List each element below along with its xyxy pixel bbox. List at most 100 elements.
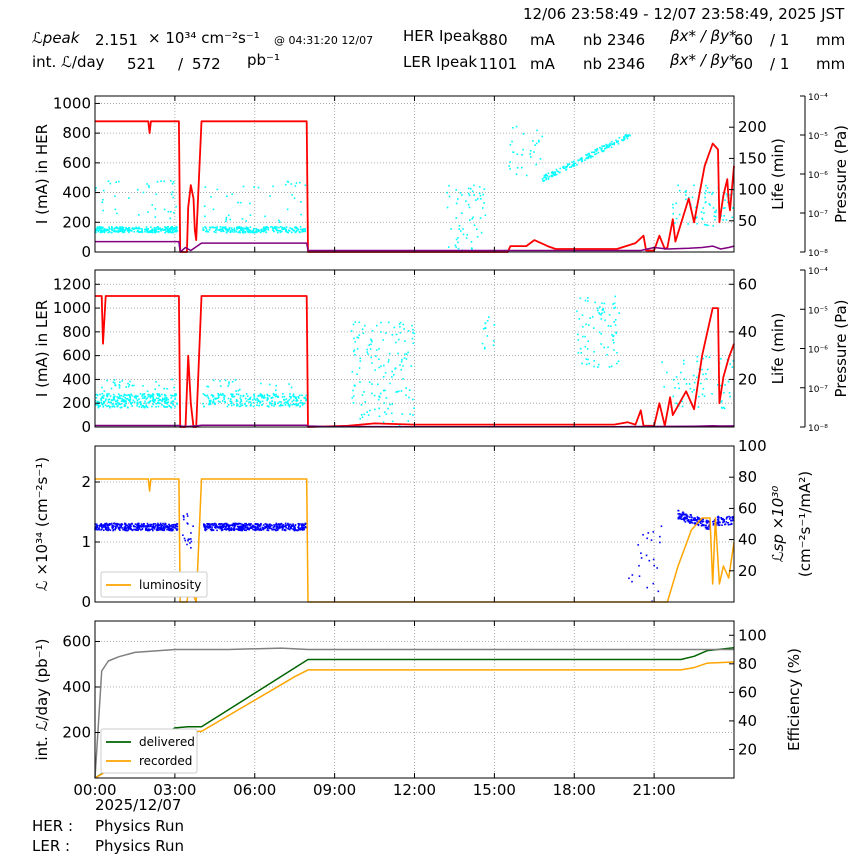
pressure-point: [551, 174, 553, 177]
pressure-point: [261, 228, 263, 231]
specific_lumi-point: [110, 522, 113, 525]
pressure-point: [248, 401, 250, 403]
specific_lumi-point: [236, 523, 238, 525]
pressure-point: [103, 394, 105, 397]
pressure-point: [129, 380, 131, 383]
pressure-point: [685, 190, 687, 192]
specific_lumi-point: [705, 527, 708, 529]
specific_lumi-point: [120, 526, 122, 529]
pressure-point: [116, 405, 119, 408]
specific_lumi-point: [128, 528, 130, 530]
pressure-point: [584, 159, 586, 161]
specific_lumi-point: [275, 523, 277, 526]
pressure-point: [215, 398, 217, 400]
specific_lumi-point: [693, 517, 695, 519]
specific_lumi-point: [685, 517, 687, 520]
specific_lumi-point: [284, 522, 287, 525]
x-tick-label: 03:00: [153, 781, 196, 799]
specific_lumi-point: [165, 525, 168, 528]
pressure-point: [102, 209, 104, 212]
specific_lumi-point: [127, 525, 130, 528]
pressure-point: [360, 404, 363, 406]
pressure-point: [706, 187, 709, 189]
pressure-point: [221, 400, 224, 402]
specific_lumi-point: [246, 526, 249, 529]
her-beta-x: 60: [734, 31, 754, 49]
pressure-point: [156, 392, 159, 395]
ler-mode: Physics Run: [95, 837, 185, 855]
specific_lumi-point: [109, 529, 112, 532]
specific_lumi-point: [168, 529, 171, 531]
specific_lumi-point: [292, 523, 294, 526]
pressure-point: [542, 180, 544, 182]
pressure-point: [552, 172, 555, 175]
pressure-point: [299, 228, 302, 231]
pressure-point: [137, 227, 140, 230]
pressure-point: [209, 226, 211, 229]
pressure-point: [398, 390, 400, 393]
specific_lumi-point: [305, 522, 308, 525]
pressure-point: [164, 398, 166, 400]
specific_lumi-point: [203, 526, 206, 528]
specific_lumi-point: [127, 527, 130, 529]
y-tick-label: 1: [81, 533, 91, 551]
pressure-point: [297, 403, 300, 405]
pressure-point: [278, 219, 280, 222]
pressure-point: [387, 407, 389, 410]
specific_lumi-point: [176, 528, 179, 530]
specific_lumi-point: [116, 525, 119, 527]
pressure-point: [147, 211, 149, 213]
specific_lumi-point: [228, 524, 231, 527]
pressure-point: [727, 380, 730, 383]
pressure-point: [370, 343, 372, 346]
specific_lumi-point: [721, 524, 723, 526]
pressure-point: [613, 142, 616, 144]
x-date-label: 2025/12/07: [95, 796, 182, 814]
pressure-point: [128, 394, 131, 397]
pressure-point: [275, 393, 277, 396]
pressure-point: [249, 229, 252, 232]
pressure-point: [227, 214, 230, 217]
pressure-point: [135, 397, 138, 400]
pressure-point: [729, 395, 731, 398]
pressure-point: [97, 227, 99, 230]
pressure-point: [603, 302, 606, 305]
specific_lumi-point: [212, 524, 215, 527]
specific_lumi-point: [220, 528, 223, 530]
pressure-point: [290, 396, 292, 398]
pressure-point: [122, 395, 125, 398]
specific_lumi-point: [207, 525, 210, 528]
pressure-point: [292, 403, 295, 406]
specific_lumi-point: [731, 517, 734, 519]
specific_lumi-point: [700, 522, 702, 525]
pressure-point: [116, 230, 118, 233]
pressure-point: [555, 168, 558, 171]
pressure-point: [244, 230, 247, 233]
pressure-point: [482, 193, 485, 196]
pressure-point: [100, 399, 103, 402]
pressure-point: [698, 395, 700, 398]
pressure-point: [515, 173, 518, 176]
pressure-point: [300, 213, 302, 216]
pressure-point: [166, 226, 169, 228]
pressure-point: [160, 180, 162, 183]
pressure-point: [401, 358, 403, 361]
specific_lumi-point: [725, 521, 728, 523]
pressure-point: [588, 155, 591, 157]
pressure-point: [522, 148, 524, 151]
pressure-point: [229, 218, 232, 221]
specific_lumi-point: [238, 525, 241, 528]
specific_lumi-point: [652, 531, 655, 533]
pressure-point: [291, 403, 294, 406]
pressure-point: [120, 394, 123, 397]
pressure-point: [202, 227, 204, 229]
specific_lumi-point: [270, 527, 273, 530]
specific_lumi-point: [701, 518, 704, 520]
pressure-point: [237, 389, 240, 392]
specific_lumi-point: [275, 527, 278, 529]
specific_lumi-point: [273, 528, 276, 531]
pressure-point: [391, 403, 393, 406]
pressure-point: [266, 405, 269, 407]
specific_lumi-point: [264, 523, 267, 525]
specific_lumi-point: [267, 525, 269, 527]
